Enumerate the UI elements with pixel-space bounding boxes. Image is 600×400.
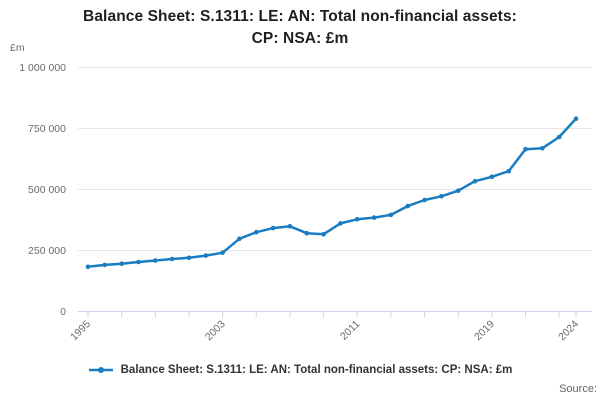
x-axis-tick-label: 2003: [203, 318, 228, 343]
data-point-marker: [354, 217, 360, 222]
data-point-marker: [203, 253, 209, 258]
x-axis-tick-label: 2024: [556, 318, 581, 343]
data-point-marker: [472, 178, 478, 184]
legend-item[interactable]: Balance Sheet: S.1311: LE: AN: Total non…: [0, 364, 600, 376]
data-point-marker: [287, 224, 293, 229]
y-axis-tick-label: 1 000 000: [19, 62, 66, 74]
y-axis-tick-label: 0: [60, 306, 66, 318]
data-point-marker: [489, 174, 495, 180]
x-axis-tick-label: 1995: [68, 318, 93, 343]
x-axis-tick-label: 2019: [472, 318, 497, 343]
chart-title-line-2: CP: NSA: £m: [251, 30, 349, 47]
data-point-marker: [321, 231, 326, 237]
x-axis-tick-label: 2011: [338, 318, 363, 343]
data-point-marker: [422, 197, 427, 203]
data-point-marker: [338, 221, 343, 226]
data-point-marker: [523, 146, 528, 152]
data-point-marker: [136, 259, 141, 265]
chart-title-line-1: Balance Sheet: S.1311: LE: AN: Total non…: [83, 8, 517, 25]
source-label: Source:: [559, 383, 597, 395]
data-point-marker: [304, 230, 310, 236]
data-series-line: [86, 117, 578, 269]
data-point-marker: [405, 203, 411, 209]
data-point-marker: [540, 146, 545, 151]
data-point-marker: [506, 168, 512, 174]
y-axis-tick-label: 250 000: [28, 245, 66, 257]
chart-title: Balance Sheet: S.1311: LE: AN: Total non…: [0, 6, 600, 50]
data-point-marker: [253, 229, 259, 235]
data-point-marker: [455, 188, 461, 193]
data-point-marker: [85, 264, 91, 270]
y-axis-tick-label: 500 000: [28, 184, 66, 196]
data-point-marker: [237, 236, 242, 242]
data-point-marker: [556, 134, 562, 140]
y-axis-unit-label: £m: [10, 42, 25, 54]
data-point-marker: [371, 215, 377, 220]
data-point-marker: [153, 258, 158, 263]
data-point-marker: [102, 262, 108, 268]
data-point-marker: [439, 194, 444, 199]
data-point-marker: [169, 256, 175, 262]
legend-series-label: Balance Sheet: S.1311: LE: AN: Total non…: [120, 364, 513, 376]
data-point-marker: [119, 261, 124, 267]
data-point-marker: [573, 116, 579, 121]
data-point-marker: [220, 250, 225, 255]
y-axis-tick-label: 750 000: [28, 123, 66, 135]
data-point-marker: [186, 255, 192, 261]
legend-line-marker-icon: [88, 367, 113, 373]
data-point-marker: [270, 225, 276, 231]
data-point-marker: [388, 212, 394, 218]
